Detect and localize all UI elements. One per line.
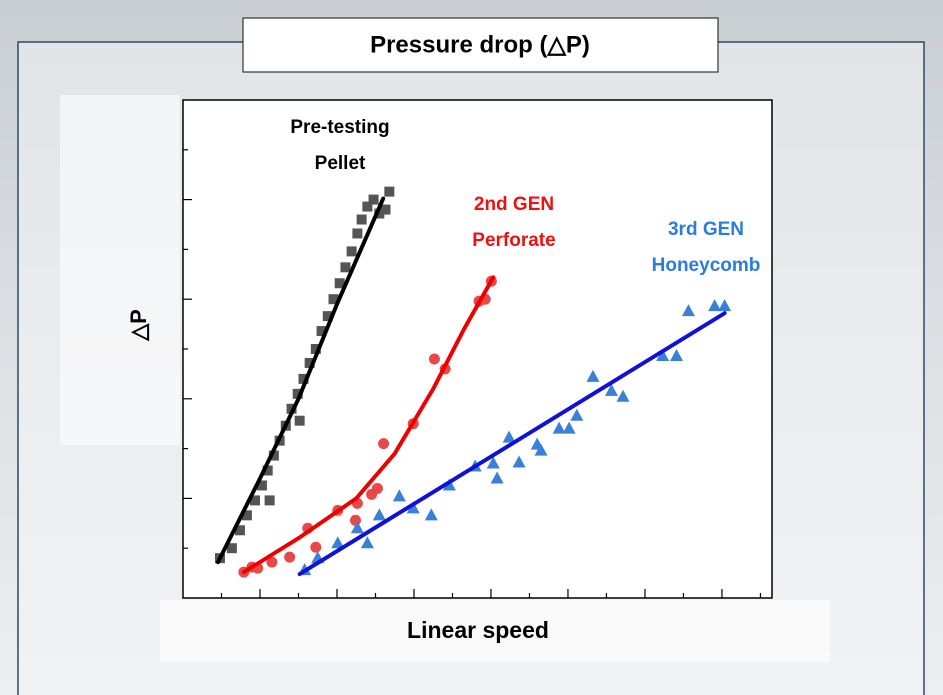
marker	[262, 465, 273, 476]
marker	[486, 456, 500, 469]
fit-line	[216, 196, 386, 565]
marker	[670, 348, 684, 361]
marker	[406, 501, 420, 514]
marker	[490, 471, 504, 484]
marker	[424, 508, 438, 521]
marker	[372, 508, 386, 521]
marker	[502, 430, 516, 443]
x-axis-label: Linear speed	[407, 617, 549, 643]
marker	[264, 495, 275, 506]
series-label: Pellet	[315, 153, 366, 174]
marker	[328, 294, 339, 305]
marker	[534, 443, 548, 456]
marker	[586, 369, 600, 382]
marker	[718, 299, 732, 312]
plot-area	[182, 99, 773, 599]
marker	[256, 480, 267, 491]
marker	[708, 299, 722, 312]
marker	[241, 510, 252, 521]
series-label: Perforate	[472, 230, 555, 251]
marker	[368, 194, 379, 205]
marker	[310, 344, 321, 354]
marker	[616, 389, 630, 402]
title-box	[242, 17, 719, 73]
marker	[362, 201, 373, 212]
marker	[371, 482, 383, 494]
marker	[298, 373, 309, 384]
marker	[316, 326, 327, 337]
marker	[356, 214, 367, 225]
marker	[604, 383, 618, 396]
marker	[349, 514, 361, 526]
marker	[656, 348, 670, 361]
series-label: Pre-testing	[290, 117, 389, 138]
fit-line	[297, 311, 727, 577]
y-axis-label: △P	[126, 309, 151, 342]
marker	[570, 408, 584, 421]
marker	[268, 450, 279, 461]
marker	[304, 357, 315, 368]
marker	[392, 489, 406, 502]
y-label-bg	[60, 95, 180, 445]
marker	[310, 541, 322, 553]
marker	[512, 455, 526, 468]
marker	[292, 388, 303, 399]
marker	[352, 228, 363, 239]
chart-title: Pressure drop (△P)	[370, 31, 590, 58]
series-label: Honeycomb	[652, 255, 761, 276]
series-label: 3rd GEN	[668, 219, 744, 240]
marker	[378, 438, 390, 450]
marker	[428, 353, 440, 365]
marker	[294, 415, 305, 426]
series-label: 2nd GEN	[474, 194, 554, 215]
marker	[322, 311, 333, 322]
marker	[340, 262, 351, 273]
marker	[234, 525, 245, 536]
marker	[334, 278, 345, 289]
marker	[226, 543, 237, 554]
marker	[380, 204, 391, 215]
marker	[384, 186, 395, 197]
fit-line	[241, 275, 496, 575]
marker	[552, 421, 566, 434]
marker	[360, 536, 374, 549]
marker	[266, 556, 278, 568]
marker	[331, 536, 345, 549]
marker	[374, 208, 385, 219]
marker	[249, 495, 260, 506]
marker	[350, 521, 364, 534]
x-label-bg	[160, 600, 830, 662]
marker	[562, 421, 576, 434]
marker	[681, 304, 695, 317]
marker	[284, 551, 296, 563]
marker	[346, 246, 357, 257]
